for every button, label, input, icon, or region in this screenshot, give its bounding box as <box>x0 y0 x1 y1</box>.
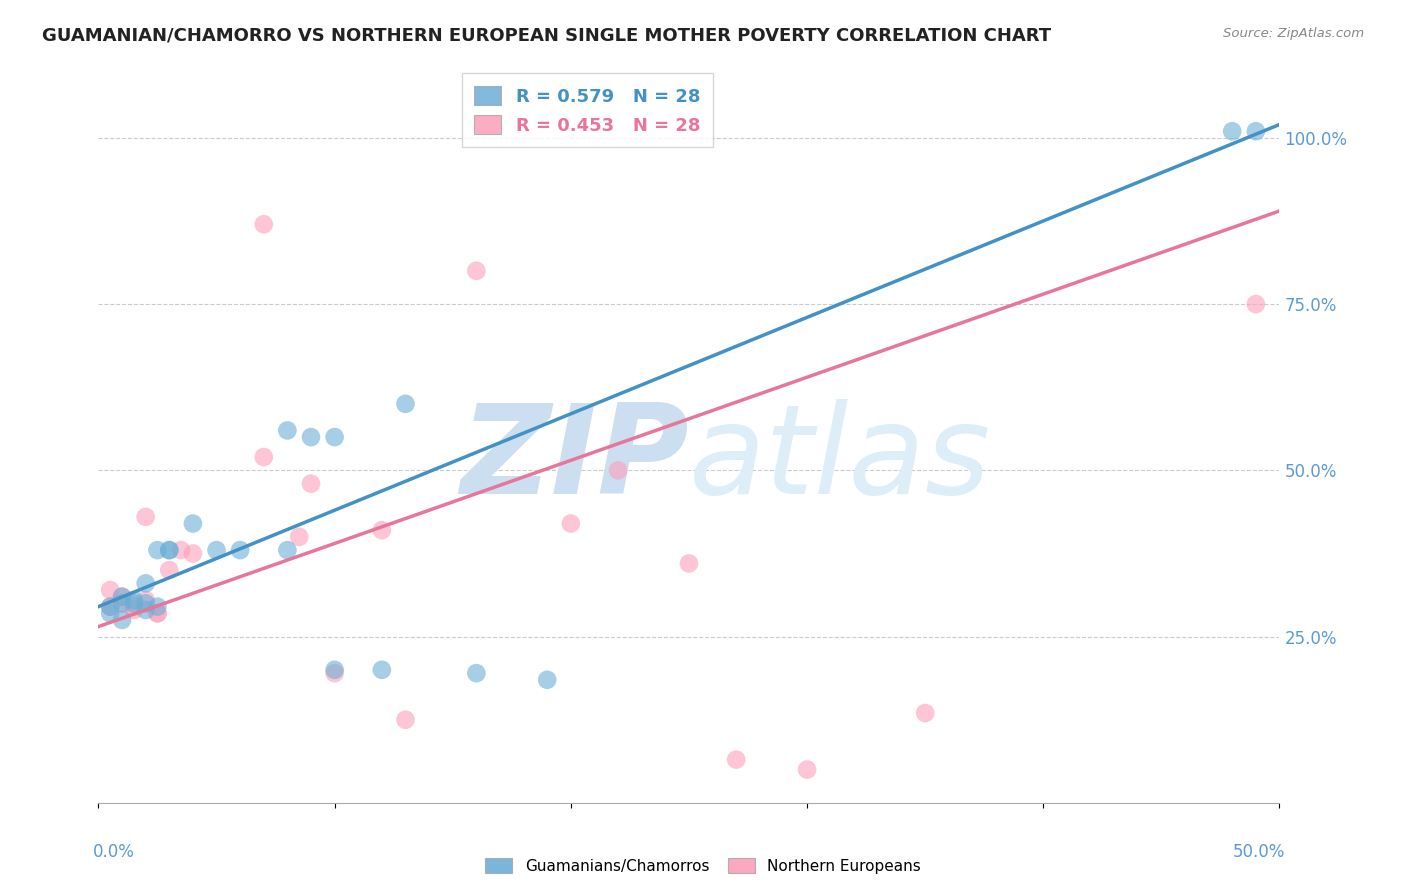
Legend: R = 0.579   N = 28, R = 0.453   N = 28: R = 0.579 N = 28, R = 0.453 N = 28 <box>461 73 713 147</box>
Point <box>98 599 121 614</box>
Point <box>371 523 394 537</box>
Text: GUAMANIAN/CHAMORRO VS NORTHERN EUROPEAN SINGLE MOTHER POVERTY CORRELATION CHART: GUAMANIAN/CHAMORRO VS NORTHERN EUROPEAN … <box>42 27 1052 45</box>
Point <box>288 530 311 544</box>
Point <box>299 430 322 444</box>
Point <box>146 599 169 614</box>
Point <box>394 397 416 411</box>
Point <box>465 666 488 681</box>
Point <box>122 593 145 607</box>
Point <box>1220 124 1243 138</box>
Point <box>323 666 346 681</box>
Point <box>678 557 700 571</box>
Point <box>253 450 276 464</box>
Point <box>98 599 121 614</box>
Point <box>111 590 134 604</box>
Point <box>607 463 630 477</box>
Text: 0.0%: 0.0% <box>93 843 135 861</box>
Text: atlas: atlas <box>689 399 991 519</box>
Point <box>796 763 818 777</box>
Text: 50.0%: 50.0% <box>1233 843 1285 861</box>
Point <box>146 607 169 621</box>
Point <box>253 217 276 231</box>
Point <box>135 593 157 607</box>
Point <box>914 706 936 720</box>
Point <box>181 516 204 531</box>
Text: Source: ZipAtlas.com: Source: ZipAtlas.com <box>1223 27 1364 40</box>
Point <box>157 563 180 577</box>
Point <box>371 663 394 677</box>
Point <box>1244 297 1267 311</box>
Point <box>122 603 145 617</box>
Point <box>323 430 346 444</box>
Point <box>465 264 488 278</box>
Point <box>111 596 134 610</box>
Point <box>299 476 322 491</box>
Point <box>536 673 558 687</box>
Point <box>725 753 748 767</box>
Point <box>276 424 298 438</box>
Point <box>323 663 346 677</box>
Point <box>135 576 157 591</box>
Point <box>135 596 157 610</box>
Point <box>135 509 157 524</box>
Point <box>157 543 180 558</box>
Point <box>205 543 228 558</box>
Point <box>157 543 180 558</box>
Point <box>146 607 169 621</box>
Point <box>135 603 157 617</box>
Point <box>170 543 193 558</box>
Point <box>122 596 145 610</box>
Point <box>229 543 252 558</box>
Point <box>98 582 121 597</box>
Point <box>276 543 298 558</box>
Point <box>394 713 416 727</box>
Point <box>1244 124 1267 138</box>
Legend: Guamanians/Chamorros, Northern Europeans: Guamanians/Chamorros, Northern Europeans <box>479 852 927 880</box>
Point <box>122 599 145 614</box>
Point <box>146 543 169 558</box>
Point <box>111 596 134 610</box>
Point <box>111 590 134 604</box>
Point <box>111 613 134 627</box>
Point <box>98 607 121 621</box>
Point <box>560 516 582 531</box>
Text: ZIP: ZIP <box>460 399 689 519</box>
Point <box>181 546 204 560</box>
